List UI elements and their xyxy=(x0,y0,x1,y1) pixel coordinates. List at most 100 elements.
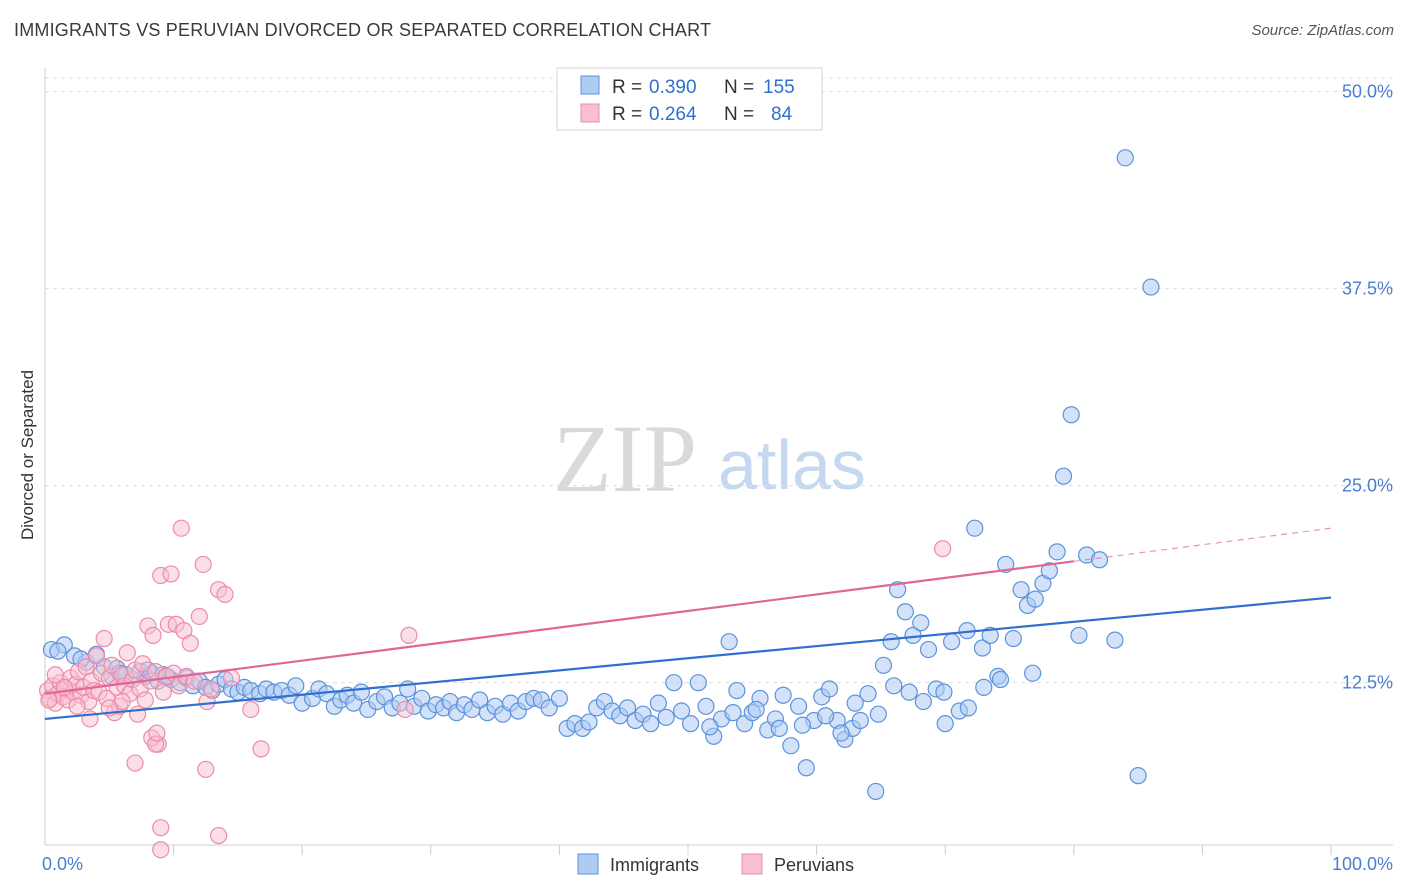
y-tick-labels: 12.5% 25.0% 37.5% 50.0% xyxy=(1342,82,1393,693)
immigrants-point xyxy=(770,719,788,737)
immigrants-point xyxy=(1116,149,1134,167)
legend-r-value-immigrants: 0.390 xyxy=(649,77,697,98)
legend-n-label-1: N = xyxy=(724,77,754,98)
immigrants-point xyxy=(1040,562,1058,580)
correlation-legend: R = 0.390 N = 155 R = 0.264 N = 84 xyxy=(556,67,823,131)
peruvians-point xyxy=(242,700,260,719)
immigrants-point xyxy=(672,702,691,720)
immigrants-point xyxy=(896,603,914,621)
immigrants-point xyxy=(1026,590,1044,608)
peruvians-point xyxy=(162,565,180,583)
immigrants-point xyxy=(936,715,954,733)
immigrants-point xyxy=(1129,767,1147,785)
immigrants-point xyxy=(689,674,707,692)
peruvians-point xyxy=(46,666,64,684)
peruvians-point xyxy=(118,644,136,662)
immigrants-point xyxy=(1012,581,1030,599)
immigrants-point xyxy=(919,640,938,659)
y-axis-label: Divorced or Separated xyxy=(18,370,37,540)
immigrants-point xyxy=(720,633,738,651)
immigrants-point xyxy=(1106,631,1124,649)
immigrants-trend-line xyxy=(44,596,1332,721)
x-tick-label-max: 100.0% xyxy=(1332,854,1393,874)
immigrants-point xyxy=(782,737,800,755)
peruvians-point xyxy=(68,697,86,715)
peruvians-point xyxy=(152,819,170,837)
immigrants-point xyxy=(966,519,984,537)
peruvians-point xyxy=(252,740,270,758)
immigrants-point xyxy=(914,692,932,711)
legend-swatch-immigrants xyxy=(580,75,600,95)
peruvians-trend-extension xyxy=(1073,527,1332,562)
immigrants-point xyxy=(991,670,1010,689)
immigrants-point xyxy=(665,674,683,692)
legend-n-value-peruvians: 84 xyxy=(771,104,793,125)
legend-r-value-peruvians: 0.264 xyxy=(649,104,697,125)
peruvians-points xyxy=(38,519,952,859)
immigrants-point xyxy=(774,686,792,704)
immigrants-point xyxy=(797,759,815,777)
peruvians-point xyxy=(40,691,58,709)
immigrants-point xyxy=(975,678,993,696)
immigrants-point xyxy=(789,697,808,715)
immigrants-point xyxy=(697,697,715,715)
watermark-zip: ZIP xyxy=(553,405,697,512)
peruvians-point xyxy=(152,841,170,859)
immigrants-point xyxy=(867,782,885,801)
peruvians-point xyxy=(400,626,418,644)
immigrants-point xyxy=(681,715,700,733)
immigrants-point xyxy=(935,683,953,701)
legend-n-label-2: N = xyxy=(724,104,754,125)
immigrants-point xyxy=(981,626,999,644)
grid xyxy=(45,91,1393,684)
peruvians-point xyxy=(202,680,220,698)
immigrants-point xyxy=(900,683,918,701)
trend-lines xyxy=(44,527,1332,721)
immigrants-point xyxy=(874,656,893,674)
peruvians-point xyxy=(197,760,215,778)
bottom-swatch-immigrants xyxy=(577,853,599,875)
legend-r-label-1: R = xyxy=(612,77,642,98)
immigrants-point xyxy=(701,718,719,736)
immigrants-points xyxy=(42,149,1160,801)
peruvians-point xyxy=(185,672,203,690)
legend-n-value-immigrants: 155 xyxy=(763,77,795,98)
peruvians-point xyxy=(934,540,952,558)
y-tick-label: 50.0% xyxy=(1342,82,1393,102)
bottom-swatch-peruvians xyxy=(741,853,763,875)
peruvians-point xyxy=(148,724,166,742)
immigrants-point xyxy=(973,639,992,657)
immigrants-point xyxy=(618,699,637,717)
chart-title: IMMIGRANTS VS PERUVIAN DIVORCED OR SEPAR… xyxy=(14,20,712,40)
immigrants-point xyxy=(820,680,839,698)
y-tick-label: 37.5% xyxy=(1342,279,1393,299)
legend-swatch-peruvians xyxy=(580,103,600,123)
immigrants-point xyxy=(885,677,903,695)
x-ticks xyxy=(173,845,1332,855)
immigrants-point xyxy=(817,707,835,725)
immigrants-point xyxy=(1070,626,1088,644)
series-legend: Immigrants Peruvians xyxy=(577,853,854,875)
immigrants-point xyxy=(747,700,765,719)
immigrants-point xyxy=(846,694,864,712)
peruvians-point xyxy=(126,754,144,772)
immigrants-point xyxy=(912,614,930,632)
watermark-atlas: atlas xyxy=(718,426,866,504)
immigrants-point xyxy=(1090,551,1109,569)
bottom-label-peruvians: Peruvians xyxy=(774,855,854,875)
immigrants-point xyxy=(1048,543,1066,561)
immigrants-point xyxy=(724,704,742,722)
peruvians-point xyxy=(190,607,208,626)
immigrants-point xyxy=(1062,406,1080,424)
peruvians-point xyxy=(216,585,234,604)
immigrants-point xyxy=(550,689,569,708)
immigrants-point xyxy=(793,716,812,734)
peruvians-point xyxy=(210,826,228,845)
immigrants-point xyxy=(869,705,887,723)
legend-r-label-2: R = xyxy=(612,104,642,125)
source-label: Source: ZipAtlas.com xyxy=(1251,22,1394,39)
immigrants-point xyxy=(832,724,850,742)
immigrants-point xyxy=(580,713,598,731)
immigrants-point xyxy=(352,683,370,701)
